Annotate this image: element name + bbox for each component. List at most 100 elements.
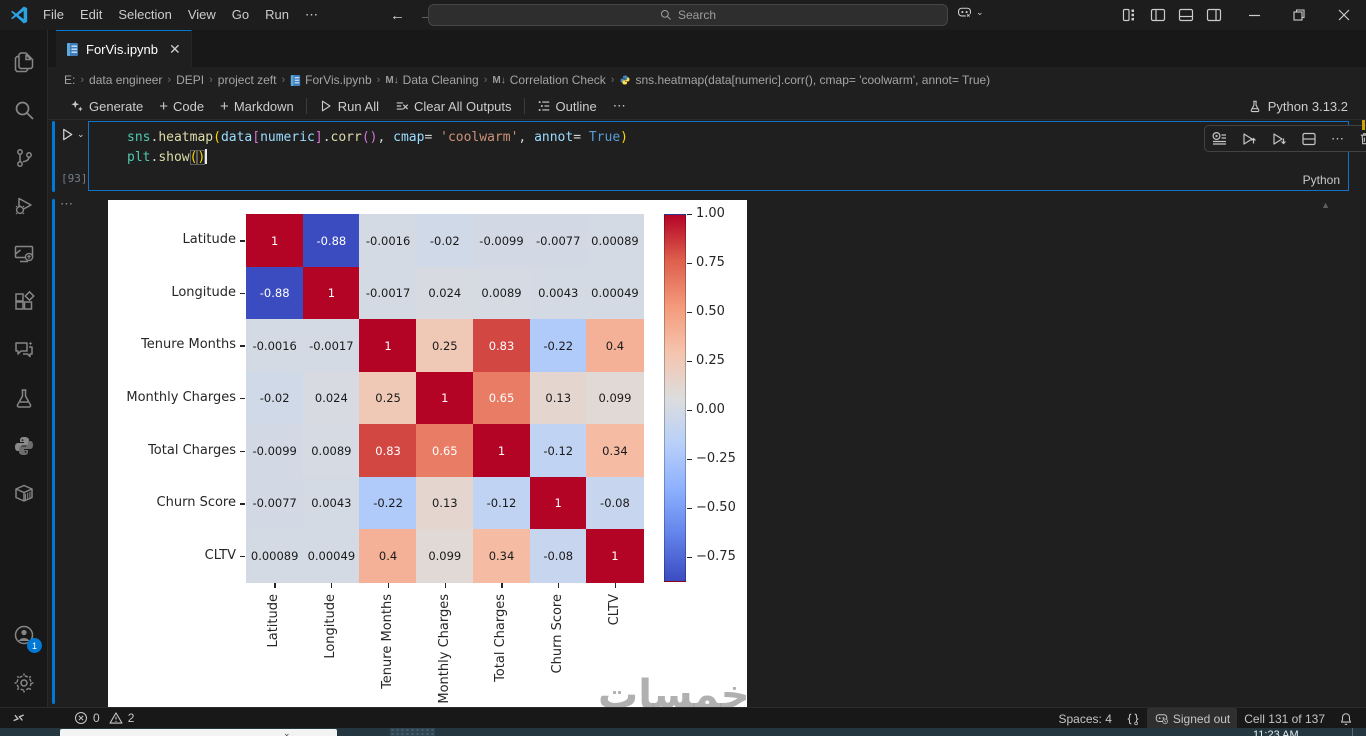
spaces-indicator[interactable]: Spaces: 4 xyxy=(1058,711,1112,726)
kernel-picker[interactable]: Python 3.13.2 xyxy=(1248,93,1348,120)
extensions-icon[interactable] xyxy=(0,282,48,322)
activity-bar: 1 xyxy=(0,30,48,707)
menu-edit[interactable]: Edit xyxy=(79,7,103,22)
breadcrumb-item[interactable]: ForVis.ipynb xyxy=(290,73,372,87)
code-token: = xyxy=(424,130,441,145)
menu-run[interactable]: Run xyxy=(265,7,289,22)
copilot-signed-out[interactable]: Signed out xyxy=(1146,708,1238,729)
breadcrumb-item[interactable]: DEPI xyxy=(176,73,204,87)
cell-toolbar: ⋯ xyxy=(1204,125,1366,152)
cell-position-indicator[interactable]: Cell 131 of 137 xyxy=(1244,711,1325,726)
menu-selection[interactable]: Selection xyxy=(118,7,172,22)
breadcrumb-item[interactable]: M↓ Correlation Check xyxy=(492,73,605,87)
output-options-icon[interactable]: ⋯ xyxy=(60,196,74,211)
cell-language-label[interactable]: Python xyxy=(1302,173,1340,187)
add-markdown-cell-button[interactable]: + Markdown xyxy=(212,94,302,118)
run-all-button[interactable]: Run All xyxy=(311,94,387,118)
breadcrumb-item[interactable]: project zeft xyxy=(218,73,277,87)
run-debug-icon[interactable] xyxy=(0,186,48,226)
taskbar-app-button[interactable] xyxy=(390,728,435,736)
toolbar-more-button[interactable]: ⋯ xyxy=(605,94,634,118)
breadcrumb-separator: › xyxy=(281,74,286,86)
delete-cell-icon[interactable] xyxy=(1358,131,1366,146)
source-control-icon[interactable] xyxy=(0,138,48,178)
execute-with-dependencies-icon[interactable] xyxy=(1211,131,1227,147)
clear-all-label: Clear All Outputs xyxy=(413,98,512,114)
breadcrumb-separator: › xyxy=(610,74,615,86)
generate-label: Generate xyxy=(89,98,144,114)
explorer-icon[interactable] xyxy=(0,42,48,82)
problems-indicator[interactable]: 0 2 xyxy=(67,708,141,729)
tab-forvis[interactable]: ForVis.ipynb ✕ xyxy=(56,30,192,67)
accounts-icon[interactable]: 1 xyxy=(0,615,48,655)
heatmap-cell: 0.024 xyxy=(302,371,361,425)
customize-layout-icon[interactable] xyxy=(1122,7,1138,23)
remote-indicator[interactable] xyxy=(4,708,33,729)
breadcrumb-item[interactable]: M↓ Data Cleaning xyxy=(385,73,478,87)
chat-icon[interactable] xyxy=(0,330,48,370)
axis-tick xyxy=(240,345,245,347)
cell-more-actions-icon[interactable]: ⋯ xyxy=(1331,130,1344,146)
split-cell-icon[interactable] xyxy=(1301,131,1317,147)
generate-button[interactable]: Generate xyxy=(62,94,151,118)
heatmap-cell: 0.4 xyxy=(586,319,644,373)
show-desktop-divider xyxy=(1352,728,1353,736)
outline-button[interactable]: Outline xyxy=(529,94,605,118)
output-focus-bar xyxy=(52,199,55,704)
breadcrumb-item[interactable]: data engineer xyxy=(89,73,162,87)
add-code-cell-button[interactable]: + Code xyxy=(151,94,212,118)
code-cell[interactable]: sns.heatmap(data[numeric].corr(), cmap= … xyxy=(88,121,1366,191)
taskbar-search-box[interactable]: ⌄ xyxy=(60,728,337,736)
search-command-center[interactable]: Search xyxy=(428,4,948,26)
restore-button[interactable] xyxy=(1277,0,1322,30)
containers-icon[interactable] xyxy=(0,474,48,514)
testing-icon[interactable] xyxy=(0,378,48,418)
code-token: 'coolwarm' xyxy=(440,130,519,145)
accounts-badge: 1 xyxy=(27,638,42,653)
heatmap-cell: 0.83 xyxy=(359,424,417,478)
toggle-panel-icon[interactable] xyxy=(1178,7,1194,23)
plus-icon: + xyxy=(220,97,229,115)
breadcrumb-separator: › xyxy=(209,74,213,86)
toggle-secondary-sidebar-icon[interactable] xyxy=(1206,7,1222,23)
colorbar-tick xyxy=(687,311,692,314)
warnings-count: 2 xyxy=(127,711,135,725)
notifications-bell[interactable] xyxy=(1332,708,1360,729)
menu-go[interactable]: Go xyxy=(231,7,250,22)
os-taskbar: ⌄ 11:23 AM xyxy=(0,728,1366,736)
clear-all-outputs-button[interactable]: Clear All Outputs xyxy=(387,94,520,118)
code-token: sns xyxy=(127,130,151,145)
menu-bar: File Edit Selection View Go Run ⋯ xyxy=(35,4,326,26)
toggle-sidebar-icon[interactable] xyxy=(1150,7,1166,23)
settings-gear-icon[interactable] xyxy=(0,663,48,703)
menu-view[interactable]: View xyxy=(187,7,216,22)
language-braces-indicator[interactable] xyxy=(1119,708,1147,729)
minimize-button[interactable] xyxy=(1232,0,1277,30)
colorbar-tick-label: 0.00 xyxy=(696,401,725,417)
run-below-icon[interactable] xyxy=(1271,131,1287,147)
nav-back-icon[interactable]: ← xyxy=(390,6,405,24)
run-above-icon[interactable] xyxy=(1241,131,1257,147)
breadcrumb-item[interactable]: E: xyxy=(64,73,75,87)
code-token: ( xyxy=(189,150,198,165)
search-sidebar-icon[interactable] xyxy=(0,90,48,130)
copilot-menu-button[interactable]: ⌄ xyxy=(956,4,984,21)
heatmap-cell: -0.0099 xyxy=(472,214,531,268)
breadcrumb-item[interactable]: sns.heatmap(data[numeric].corr(), cmap= … xyxy=(619,73,990,87)
tab-close-icon[interactable]: ✕ xyxy=(169,40,181,57)
breadcrumb-label: data engineer xyxy=(89,73,163,87)
scroll-up-icon[interactable]: ▲ xyxy=(1321,200,1330,210)
close-button[interactable] xyxy=(1321,0,1366,30)
code-token: ) xyxy=(197,150,206,165)
menu-more[interactable]: ⋯ xyxy=(305,7,318,22)
heatmap-cell: -0.12 xyxy=(472,476,531,530)
run-cell-button[interactable]: ⌄ xyxy=(60,127,85,142)
menu-file[interactable]: File xyxy=(43,7,64,22)
code-editor[interactable]: sns.heatmap(data[numeric].corr(), cmap= … xyxy=(127,128,628,168)
python-extension-icon[interactable] xyxy=(0,426,48,466)
heatmap-cell: 0.0089 xyxy=(472,266,531,320)
code-token: ) xyxy=(369,130,378,145)
notebook-editor: ⌄ [93] sns.heatmap(data[numeric].corr(),… xyxy=(48,120,1366,707)
axis-tick xyxy=(274,583,276,588)
remote-explorer-icon[interactable] xyxy=(0,234,48,274)
